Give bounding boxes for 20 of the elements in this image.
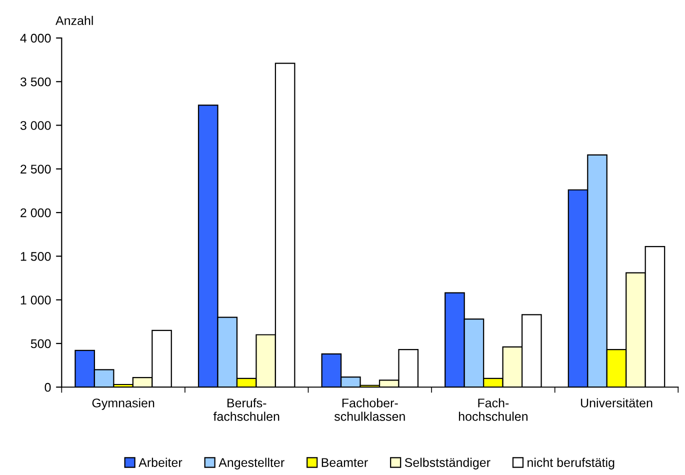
y-tick-label: 3 500 bbox=[20, 77, 51, 86]
y-tick-label: 0 bbox=[44, 382, 51, 392]
legend-label: Selbstständiger bbox=[404, 458, 490, 470]
y-tick-label: 3 000 bbox=[20, 121, 51, 130]
legend-label: nicht berufstätig bbox=[528, 458, 614, 470]
y-tick-label: 500 bbox=[30, 339, 51, 348]
y-tick-label: 2 500 bbox=[20, 164, 51, 174]
legend-label: Angestellter bbox=[218, 458, 284, 470]
y-tick-label: 2 000 bbox=[20, 208, 51, 218]
x-tick-label: Universitäten bbox=[580, 398, 652, 408]
y-tick-label: 4 000 bbox=[20, 34, 51, 43]
x-tick-label: Gymnasien bbox=[92, 398, 154, 410]
legend-label: Beamter bbox=[322, 458, 368, 467]
y-tick-label: 1 000 bbox=[20, 296, 51, 304]
x-tick-label: Berufs- fachschulen bbox=[213, 398, 280, 421]
x-tick-label: Fachober- schulklassen bbox=[334, 398, 405, 421]
legend-label: Arbeiter bbox=[138, 458, 182, 467]
x-tick-label: Fach- hochschulen bbox=[458, 398, 528, 421]
y-tick-label: 1 500 bbox=[20, 252, 51, 261]
y-axis-title: Anzahl bbox=[56, 16, 93, 26]
